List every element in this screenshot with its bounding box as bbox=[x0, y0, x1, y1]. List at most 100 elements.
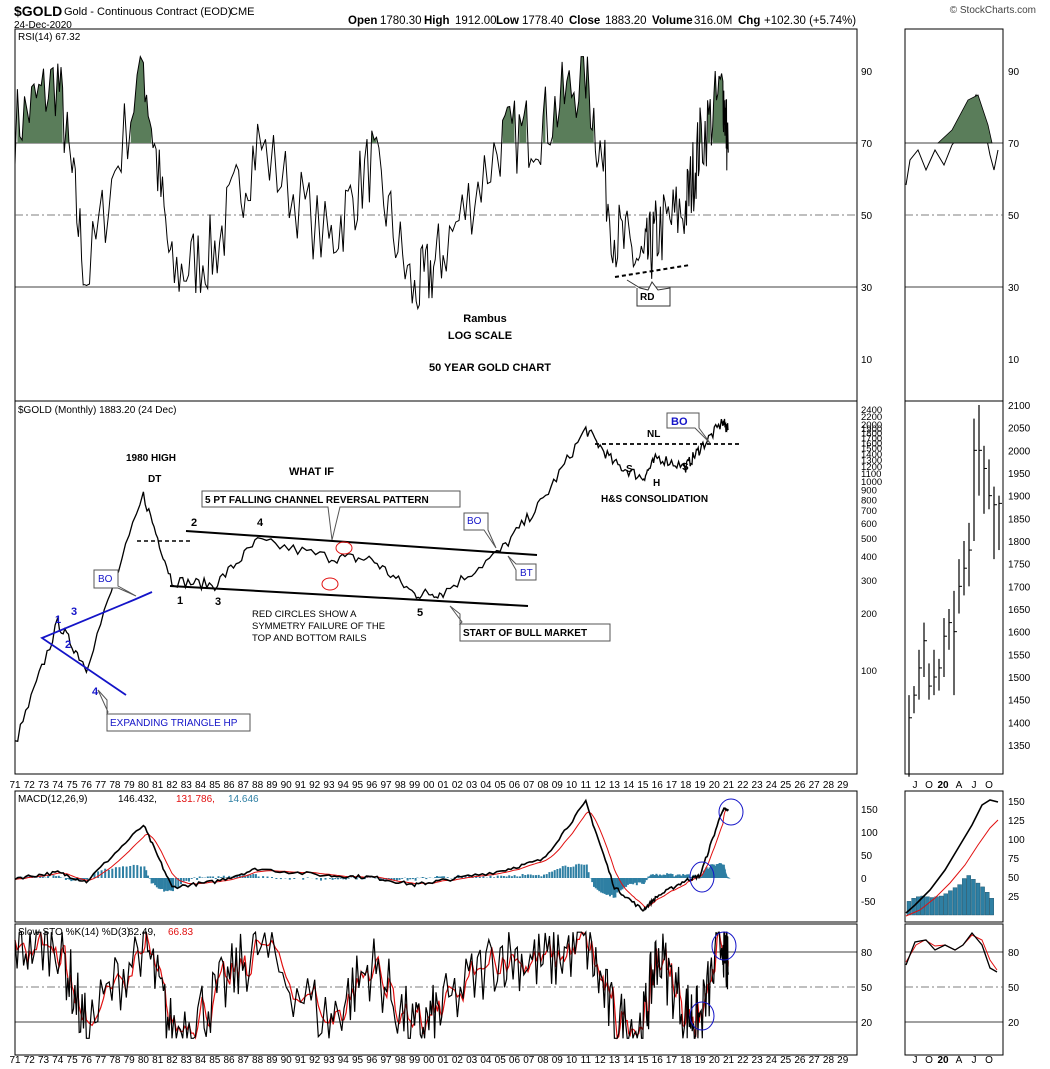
macd-hist-bar bbox=[164, 878, 167, 891]
year-tick-21: 21 bbox=[723, 780, 735, 791]
year-tick-91: 91 bbox=[295, 780, 307, 791]
price-zoom-tick-1850: 1850 bbox=[1008, 514, 1031, 525]
macd-hist-bar bbox=[331, 878, 334, 880]
price-tick-700: 700 bbox=[861, 506, 877, 517]
macd-hist-bar bbox=[643, 878, 646, 883]
price-tick-800: 800 bbox=[861, 495, 877, 506]
macd-hist-bar bbox=[441, 876, 444, 878]
year-tick-77: 77 bbox=[95, 780, 107, 791]
rsi-zoom-tick-90: 90 bbox=[1008, 67, 1020, 78]
macd-hist-bar bbox=[714, 865, 717, 878]
macd-hist-bar bbox=[434, 877, 437, 878]
year-tick-96: 96 bbox=[366, 1055, 378, 1066]
macd-hist-bar bbox=[675, 875, 677, 878]
rsi-fill-segment bbox=[502, 100, 515, 143]
macd-hist-bar bbox=[246, 874, 249, 878]
header-volume-label: Volume bbox=[652, 15, 693, 27]
macd-hist-bar bbox=[190, 878, 193, 879]
year-tick-81: 81 bbox=[152, 780, 164, 791]
macd-hist-bar bbox=[337, 878, 339, 880]
year-tick-16: 16 bbox=[652, 1055, 664, 1066]
macd-hist-bar bbox=[275, 878, 278, 879]
macd-hist-bar bbox=[111, 868, 114, 878]
callout-boxes bbox=[93, 412, 711, 732]
macd-hist-bar bbox=[717, 864, 720, 878]
label-bt: BT bbox=[520, 568, 533, 579]
macd-hist-bar bbox=[398, 878, 401, 880]
macd-hist-bar bbox=[57, 875, 60, 878]
year-tick-75: 75 bbox=[67, 780, 79, 791]
macd-hist-bar bbox=[59, 877, 62, 878]
year-tick-90: 90 bbox=[281, 1055, 293, 1066]
note-chart-title: 50 YEAR GOLD CHART bbox=[429, 362, 551, 374]
sto-zoom-d bbox=[905, 934, 998, 971]
macd-hist-bar bbox=[639, 878, 642, 883]
macd-hist-bar bbox=[155, 878, 158, 888]
macd-hist-bar bbox=[653, 875, 656, 878]
year-tick-96: 96 bbox=[366, 780, 378, 791]
macd-hist-bar bbox=[196, 878, 199, 880]
macd-hist-bar bbox=[182, 878, 185, 882]
price-tick-600: 600 bbox=[861, 519, 877, 530]
macd-hist-bar bbox=[516, 876, 519, 878]
year-tick-74: 74 bbox=[52, 780, 64, 791]
header-high: 1912.00 bbox=[455, 15, 497, 27]
tri-pt-3: 3 bbox=[71, 606, 77, 618]
macd-zoom-tick-100: 100 bbox=[1008, 835, 1025, 846]
macd-hist-bar bbox=[575, 864, 578, 878]
year-tick-99: 99 bbox=[409, 780, 421, 791]
rsi-tick-30: 30 bbox=[861, 283, 873, 294]
year-tick-83: 83 bbox=[181, 780, 193, 791]
macd-axis: 150 100 50 0 -50 bbox=[861, 805, 878, 908]
macd-hist-bar bbox=[527, 874, 529, 878]
price-tick-1800: 1800 bbox=[861, 429, 882, 440]
macd-hist-bar bbox=[168, 878, 171, 891]
rsi-zoom-tick-30: 30 bbox=[1008, 283, 1020, 294]
macd-hist-bar bbox=[257, 876, 260, 878]
macd-hist-bar bbox=[64, 878, 67, 880]
year-tick-18: 18 bbox=[680, 780, 692, 791]
rd-trendline bbox=[614, 264, 691, 278]
macd-hist-bar bbox=[625, 878, 628, 887]
macd-hist-bar bbox=[678, 874, 681, 878]
macd-hist-bar bbox=[660, 875, 663, 878]
macd-hist-bar bbox=[708, 867, 711, 878]
sto-zoom-tick-50: 50 bbox=[1008, 983, 1020, 994]
macd-hist-bar bbox=[409, 878, 412, 880]
macd-hist-bar bbox=[650, 874, 653, 878]
year-tick-02: 02 bbox=[452, 1055, 464, 1066]
macd-hist-bar bbox=[540, 876, 543, 878]
note-log-scale: LOG SCALE bbox=[448, 330, 512, 342]
year-tick-10: 10 bbox=[566, 780, 578, 791]
macd-hist-bar bbox=[684, 875, 686, 878]
price-frame bbox=[14, 400, 858, 775]
macd-hist-bar bbox=[561, 866, 564, 878]
macd-tick-50: 50 bbox=[861, 851, 873, 862]
label-what-if: WHAT IF bbox=[289, 466, 334, 478]
year-tick-73: 73 bbox=[38, 1055, 50, 1066]
year-tick-25: 25 bbox=[780, 1055, 792, 1066]
macd-hist-bar bbox=[651, 874, 654, 878]
macd-hist-bar bbox=[657, 875, 660, 878]
macd-hist-bar bbox=[206, 876, 209, 878]
macd-hist-bar bbox=[166, 878, 169, 892]
macd-hist-bar bbox=[728, 878, 731, 879]
sto-axis: 80 80 50 50 20 20 bbox=[861, 948, 1020, 1029]
macd-zoom-bar bbox=[975, 882, 981, 916]
year-tick-91: 91 bbox=[295, 1055, 307, 1066]
macd-hist-bar bbox=[446, 877, 449, 878]
macd-hist-bar bbox=[711, 864, 714, 878]
macd-hist-bar bbox=[254, 874, 257, 878]
year-tick-01: 01 bbox=[438, 780, 450, 791]
price-tick-2200: 2200 bbox=[861, 412, 882, 423]
macd-hist-bar bbox=[502, 876, 505, 878]
macd-hist-bar bbox=[521, 874, 524, 878]
macd-hist-bar bbox=[125, 866, 128, 878]
macd-hist-bar bbox=[710, 864, 712, 878]
macd-zoom-bar bbox=[948, 890, 953, 916]
year-tick-98: 98 bbox=[395, 1055, 407, 1066]
year-tick-03: 03 bbox=[466, 1055, 478, 1066]
month-tick-1: O bbox=[925, 1055, 933, 1066]
macd-hist-bar bbox=[682, 874, 685, 878]
macd-hist-bar bbox=[489, 875, 492, 878]
